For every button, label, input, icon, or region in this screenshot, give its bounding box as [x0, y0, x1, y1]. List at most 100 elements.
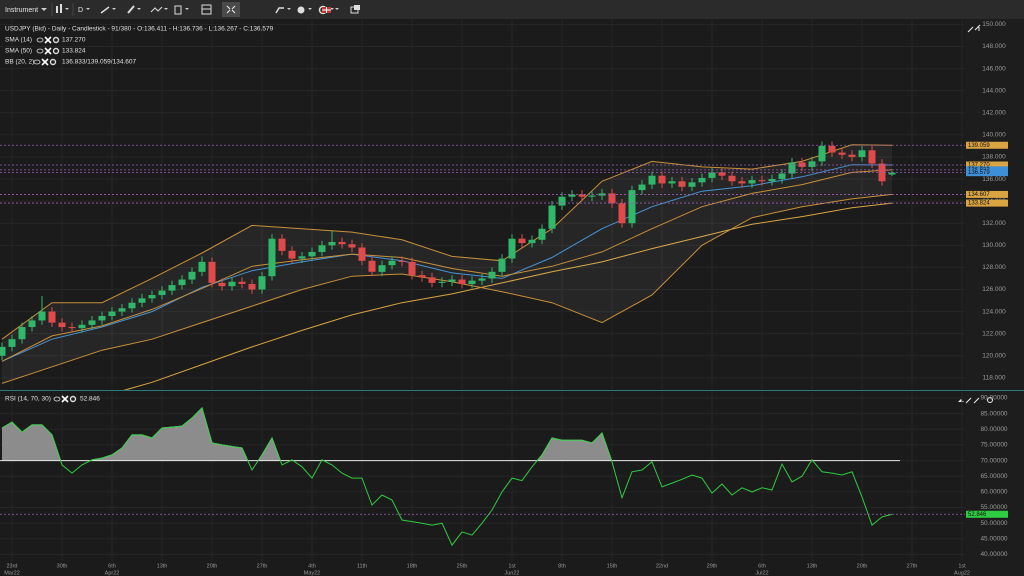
- candle-body: [188, 271, 196, 280]
- y-tick-label: 144.000: [982, 87, 1006, 94]
- eye-icon: [53, 396, 61, 402]
- y-tick-label: 126.000: [982, 286, 1006, 293]
- panel-controls[interactable]: [958, 24, 993, 404]
- candle-body: [258, 276, 266, 290]
- candle-body: [438, 281, 446, 283]
- candle-body: [398, 260, 406, 262]
- candle-body: [0, 346, 6, 356]
- separator: [51, 3, 74, 16]
- x-tick-label: 1st: [958, 563, 966, 569]
- x-tick-label: 20th: [207, 563, 218, 569]
- eye-icon: [33, 59, 41, 65]
- candle-body: [278, 238, 286, 251]
- indicator-button[interactable]: [150, 6, 168, 13]
- candle-body: [18, 327, 26, 340]
- candle-body: [38, 311, 46, 321]
- y-tick-label: 55.00000: [980, 504, 1007, 511]
- y-tick-label: 120.000: [982, 352, 1006, 359]
- popout-button[interactable]: [350, 5, 360, 14]
- candle-body: [478, 278, 486, 281]
- draw-tool-button[interactable]: [100, 6, 116, 14]
- layout-button[interactable]: [201, 4, 212, 15]
- remove-icon: [44, 36, 52, 44]
- price-tag-label: 136.579: [968, 170, 990, 176]
- legend-icons[interactable]: [36, 36, 60, 44]
- y-tick-label: 122.000: [982, 330, 1006, 337]
- bb-fill: [2, 144, 892, 384]
- bb-upper-line: [1, 144, 893, 340]
- share-button[interactable]: [275, 7, 291, 14]
- candle-body: [168, 285, 176, 291]
- candle-body: [468, 280, 476, 284]
- price-tag-label: 134.607: [968, 192, 990, 198]
- x-tick-label: 15th: [607, 563, 618, 569]
- candle-body: [618, 203, 626, 224]
- candle-body: [148, 295, 156, 299]
- candle-body: [288, 250, 296, 259]
- y-tick-label: 124.000: [982, 308, 1006, 315]
- delete-button[interactable]: [174, 5, 189, 15]
- candle-body: [348, 244, 356, 248]
- candle-body: [338, 242, 346, 245]
- price-axis-panel: [965, 19, 1024, 576]
- chart-type-button[interactable]: [56, 4, 69, 13]
- x-month-label: Mar22: [4, 570, 20, 576]
- candle-body: [318, 245, 326, 252]
- rsi-legend-value: 52.846: [80, 396, 100, 403]
- candle-body: [578, 194, 586, 197]
- legend-icons[interactable]: [33, 58, 57, 66]
- settings-icon: [52, 36, 60, 44]
- candle-body: [198, 261, 206, 272]
- fullscreen-button[interactable]: [222, 2, 240, 17]
- pencil-button[interactable]: [127, 5, 141, 14]
- candle-body: [508, 238, 516, 259]
- candle-body: [118, 308, 126, 312]
- y-tick-label: 138.000: [982, 154, 1006, 161]
- price-tag: [966, 141, 1008, 149]
- y-tick-label: 80.00000: [980, 426, 1007, 433]
- caret: [86, 8, 90, 10]
- candle-body: [848, 154, 856, 157]
- candle-body: [668, 181, 676, 184]
- candle-body: [418, 275, 426, 278]
- interval-button[interactable]: D: [78, 7, 90, 14]
- y-tick-label: 50.00000: [980, 520, 1007, 527]
- rsi-tag: [966, 510, 1008, 518]
- rsi-line: [1, 407, 893, 547]
- candle-body: [68, 327, 76, 329]
- legend-icons[interactable]: [53, 395, 77, 403]
- y-tick-label: 128.000: [982, 264, 1006, 271]
- instrument-button[interactable]: Instrument: [5, 7, 47, 14]
- theme-button[interactable]: [297, 6, 313, 14]
- caret: [41, 8, 47, 11]
- x-tick-label: 23rd: [6, 563, 17, 569]
- candle-body: [498, 258, 506, 272]
- candle-body: [358, 247, 366, 261]
- candle-body: [78, 324, 86, 329]
- candle-body: [568, 194, 576, 197]
- interval-label: D: [78, 7, 83, 14]
- y-tick-label: 148.000: [982, 43, 1006, 50]
- candle-body: [48, 311, 56, 323]
- candle-body: [458, 279, 466, 284]
- candle-body: [638, 184, 646, 191]
- x-tick-label: 20th: [857, 563, 868, 569]
- candle-body: [538, 228, 546, 240]
- candle-body: [108, 311, 116, 316]
- eye-icon: [36, 37, 44, 43]
- candle-body: [208, 261, 216, 283]
- candle-body: [868, 150, 876, 164]
- y-tick-label: 150.000: [982, 21, 1006, 28]
- candle-body: [768, 179, 776, 182]
- x-month-label: Jul22: [755, 570, 768, 576]
- x-tick-label: 6th: [758, 563, 766, 569]
- overbought-area: [2, 408, 813, 461]
- language-button[interactable]: [322, 7, 339, 13]
- remove-icon: [61, 395, 69, 403]
- y-tick-label: 130.000: [982, 242, 1006, 249]
- candle-body: [528, 239, 536, 244]
- legend-icons[interactable]: [36, 47, 60, 55]
- rsi-tag-label: 52.846: [968, 512, 987, 518]
- candle-body: [228, 281, 236, 287]
- candle-body: [138, 298, 146, 303]
